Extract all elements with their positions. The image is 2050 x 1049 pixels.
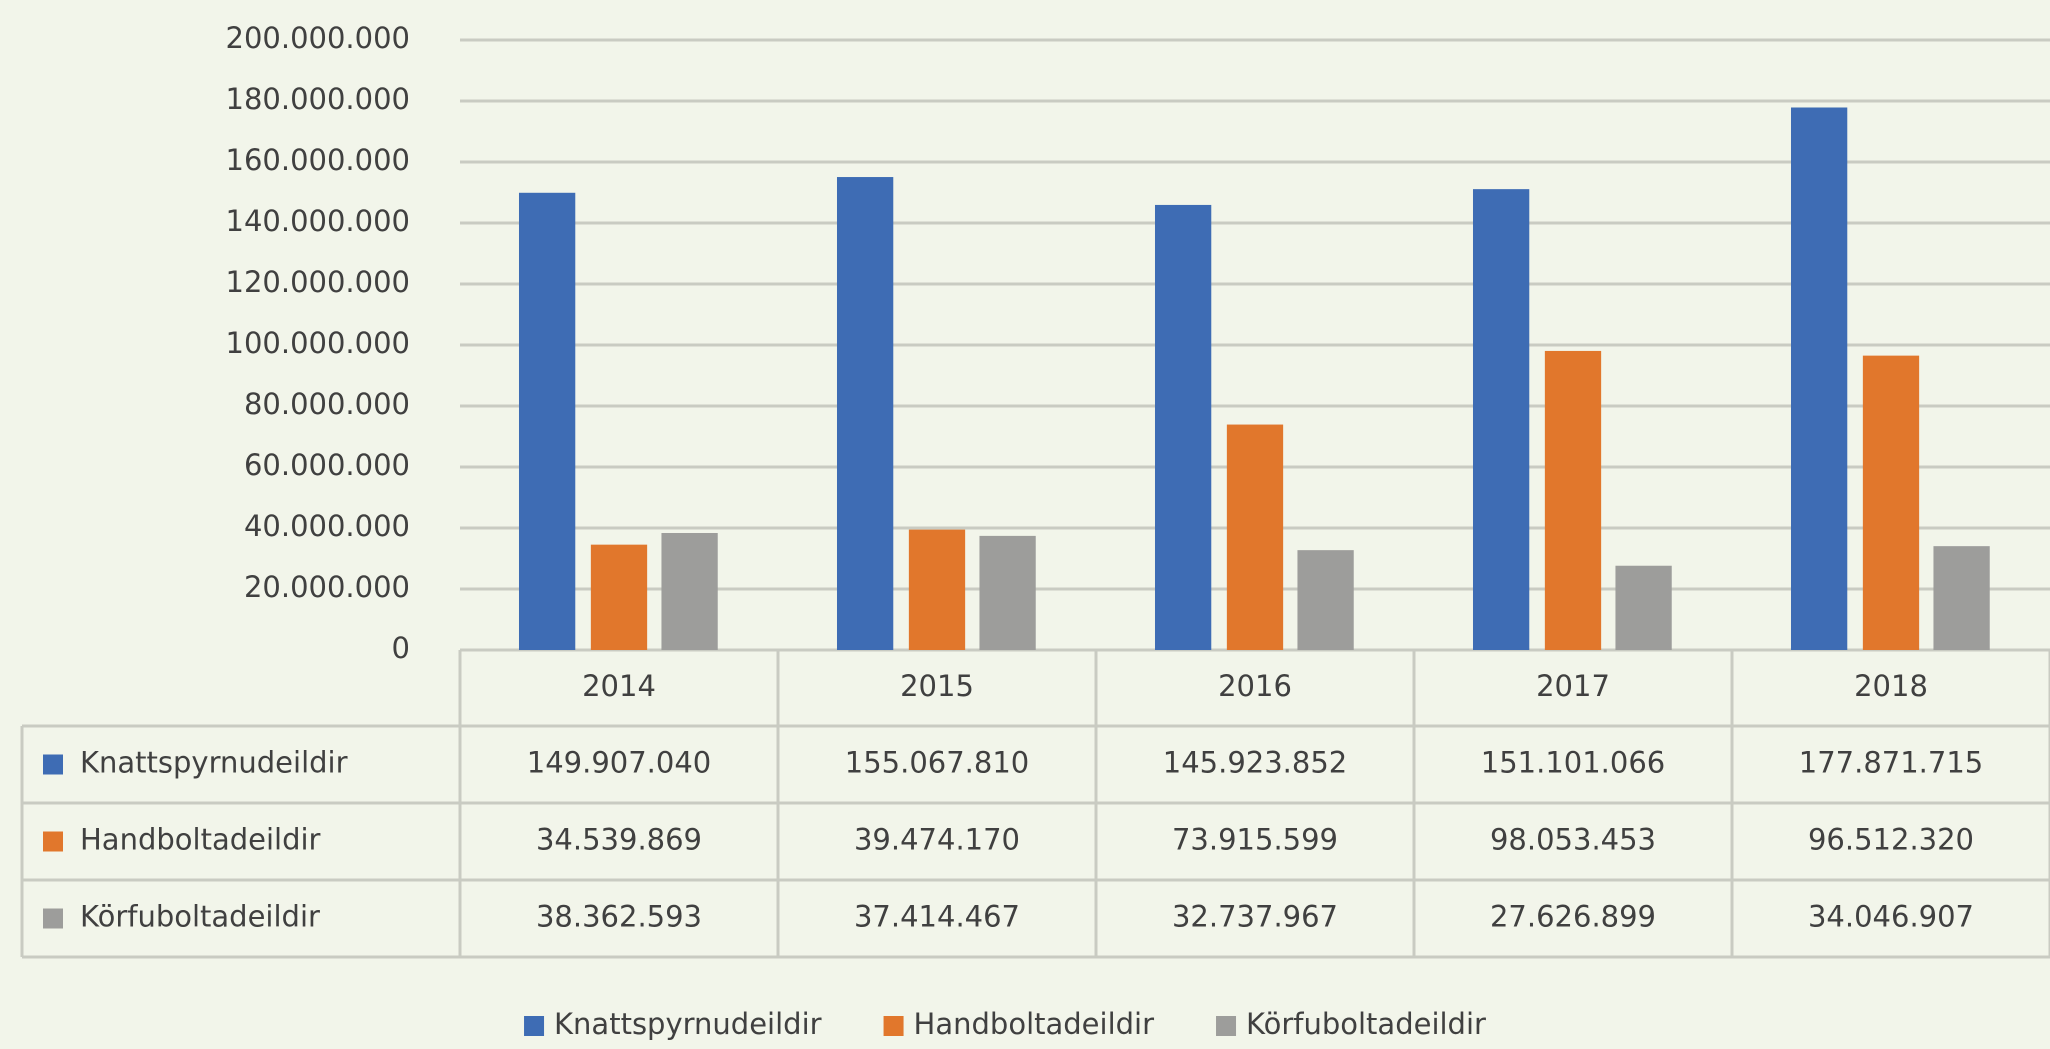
bar	[1297, 550, 1354, 650]
table-cell: 149.907.040	[527, 746, 712, 780]
legend-key	[524, 1016, 545, 1036]
x-tick-label: 2014	[582, 669, 656, 703]
y-tick-label: 180.000.000	[226, 82, 411, 116]
table-cell: 34.539.869	[536, 823, 702, 857]
legend-key	[1216, 1016, 1237, 1036]
table-cell: 38.362.593	[536, 900, 702, 934]
legend-key	[883, 1016, 904, 1036]
bar	[1544, 350, 1602, 650]
table-cell: 32.737.967	[1172, 900, 1338, 934]
table-cell: 27.626.899	[1490, 900, 1656, 934]
table-legend-key	[43, 754, 63, 775]
bar	[1472, 189, 1530, 650]
x-tick-label: 2018	[1854, 669, 1928, 703]
table-cell: 37.414.467	[854, 900, 1020, 934]
table-cell: 39.474.170	[854, 823, 1020, 857]
y-tick-label: 100.000.000	[226, 326, 411, 360]
legend-label: Handboltadeildir	[914, 1007, 1155, 1041]
table-cell: 155.067.810	[845, 746, 1030, 780]
x-tick-label: 2015	[900, 669, 974, 703]
bar	[979, 535, 1036, 650]
table-row-label: Knattspyrnudeildir	[80, 746, 348, 780]
bar	[1790, 107, 1848, 650]
x-tick-label: 2016	[1218, 669, 1292, 703]
x-tick-label: 2017	[1536, 669, 1610, 703]
bar	[1862, 355, 1920, 650]
table-cell: 151.101.066	[1481, 746, 1666, 780]
bar	[1615, 565, 1672, 650]
legend-label: Körfuboltadeildir	[1246, 1007, 1486, 1041]
y-tick-label: 40.000.000	[244, 509, 410, 543]
bar	[1933, 546, 1990, 650]
y-tick-label: 20.000.000	[244, 570, 410, 604]
table-row-label: Handboltadeildir	[80, 823, 321, 857]
table-cell: 73.915.599	[1172, 823, 1338, 857]
y-tick-label: 80.000.000	[244, 387, 410, 421]
table-cell: 98.053.453	[1490, 823, 1656, 857]
table-cell: 96.512.320	[1808, 823, 1974, 857]
bar	[836, 177, 894, 650]
table-cell: 145.923.852	[1163, 746, 1348, 780]
bar	[1226, 424, 1284, 650]
y-tick-label: 200.000.000	[226, 21, 411, 55]
legend-label: Knattspyrnudeildir	[554, 1007, 822, 1041]
y-tick-label: 60.000.000	[244, 448, 410, 482]
y-tick-label: 120.000.000	[226, 265, 411, 299]
table-legend-key	[43, 908, 63, 929]
bar	[590, 544, 648, 650]
bar	[1154, 204, 1212, 650]
y-tick-label: 0	[392, 631, 410, 665]
table-legend-key	[43, 831, 63, 852]
bar	[661, 532, 718, 650]
y-tick-label: 140.000.000	[226, 204, 411, 238]
bar	[518, 192, 576, 651]
table-row-label: Körfuboltadeildir	[80, 900, 320, 934]
table-cell: 34.046.907	[1808, 900, 1974, 934]
table-cell: 177.871.715	[1799, 746, 1984, 780]
bar	[908, 529, 966, 650]
y-tick-label: 160.000.000	[226, 143, 411, 177]
